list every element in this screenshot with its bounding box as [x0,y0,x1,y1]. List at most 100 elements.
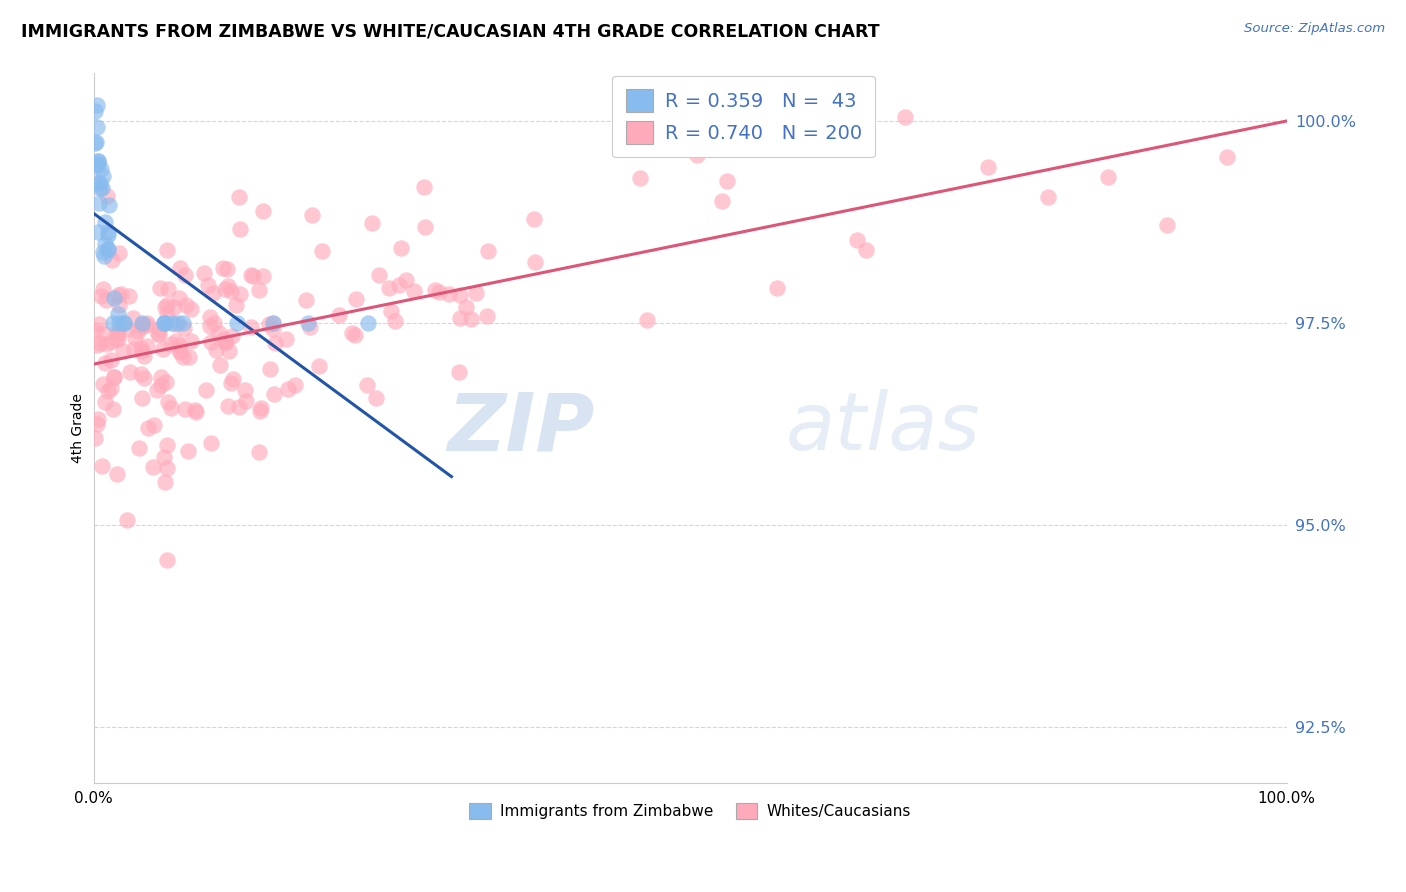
Point [156,461,179,475]
Point [242,269,264,284]
Point [111,344,134,359]
Point [262,316,284,330]
Point [257,317,280,331]
Point [221,376,243,390]
Point [112,316,135,330]
Point [112,316,135,330]
Point [301,208,323,222]
Point [156,553,179,567]
Point [364,391,387,405]
Point [464,285,486,300]
Point [127,324,149,338]
Point [86,338,108,352]
Point [1036,190,1059,204]
Point [380,304,402,318]
Point [200,334,222,349]
Point [89,180,111,194]
Point [710,194,733,209]
Point [131,319,153,334]
Point [90,180,112,194]
Point [766,281,789,295]
Point [131,391,153,405]
Point [156,394,179,409]
Text: ZIP: ZIP [447,389,595,467]
Point [146,326,169,341]
Point [180,334,202,348]
Point [977,160,1000,174]
Point [217,399,239,413]
Point [174,297,197,311]
Point [93,377,115,392]
Point [101,253,124,268]
Point [131,316,153,330]
Point [103,370,125,384]
Point [197,277,219,292]
Point [361,216,384,230]
Point [100,381,122,395]
Point [221,329,243,343]
Point [249,283,271,297]
Point [150,378,173,392]
Point [169,260,191,275]
Point [98,198,121,212]
Point [193,266,215,280]
Point [413,219,436,234]
Point [153,316,176,330]
Y-axis label: 4th Grade: 4th Grade [72,393,86,463]
Point [456,300,478,314]
Point [167,338,190,352]
Point [240,268,263,283]
Point [97,384,120,399]
Point [87,176,110,190]
Point [103,316,125,330]
Point [94,337,117,351]
Point [214,282,236,296]
Point [163,318,186,332]
Point [202,317,225,331]
Point [153,475,176,490]
Point [357,316,380,330]
Point [169,343,191,358]
Point [460,312,482,326]
Point [262,322,284,336]
Point [221,372,243,386]
Point [87,196,110,211]
Point [228,222,250,236]
Point [297,316,319,330]
Point [184,405,207,419]
Point [1156,218,1178,232]
Point [97,228,120,243]
Point [219,285,242,299]
Point [160,337,183,351]
Point [94,395,117,409]
Point [259,362,281,376]
Point [394,273,416,287]
Point [129,368,152,382]
Point [1097,170,1119,185]
Point [122,343,145,357]
Point [262,316,284,330]
Point [105,467,128,482]
Point [165,334,187,348]
Point [200,436,222,450]
Point [83,104,105,119]
Point [121,310,143,325]
Point [155,300,177,314]
Point [86,120,108,135]
Point [91,459,114,474]
Point [174,401,197,416]
Point [157,282,180,296]
Point [169,344,191,359]
Point [163,300,186,314]
Point [198,310,221,324]
Point [108,298,131,312]
Point [208,326,231,341]
Point [84,135,107,149]
Point [91,244,114,259]
Point [167,316,190,330]
Point [97,243,120,257]
Point [1216,150,1239,164]
Point [101,401,124,416]
Point [143,417,166,432]
Text: Source: ZipAtlas.com: Source: ZipAtlas.com [1244,22,1385,36]
